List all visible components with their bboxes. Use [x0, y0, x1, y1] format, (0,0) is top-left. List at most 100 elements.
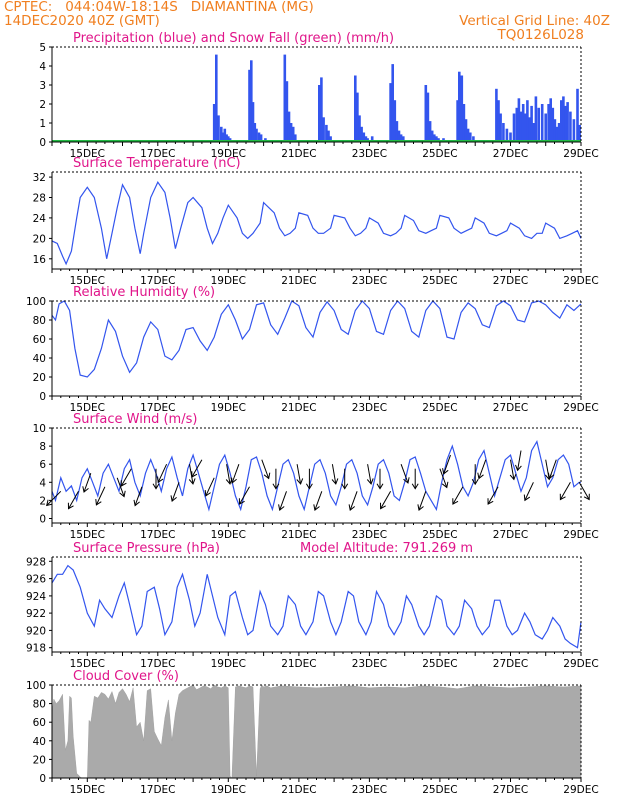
wind-y-tick-label: 8	[39, 441, 46, 453]
precip-bar	[424, 85, 428, 142]
precip-y-tick-label: 5	[39, 42, 46, 54]
precip-x-tick-label: 25DEC	[422, 148, 457, 160]
wind-arrow-head	[366, 478, 374, 485]
wind-arrow-shaft	[478, 459, 487, 479]
precip-bar	[515, 107, 519, 142]
precip-bar	[512, 113, 516, 142]
pressure-annotation: Model Altitude: 791.269 m	[300, 541, 473, 556]
precip-bar	[318, 85, 321, 142]
precip-bar	[395, 121, 399, 142]
precip-bar	[322, 117, 325, 142]
precip-bar	[458, 71, 461, 142]
precip-bar	[399, 134, 403, 142]
wind-arrow-head	[471, 478, 479, 486]
precip-bar	[562, 96, 565, 142]
cloud-x-tick-label: 25DEC	[422, 784, 457, 796]
precip-bar	[426, 92, 430, 142]
wind-arrow	[331, 464, 339, 485]
wind-arrow-head	[341, 483, 349, 490]
wind-arrow-head	[403, 477, 410, 484]
wind-x-tick-label: 23DEC	[352, 529, 387, 541]
precip-title: Precipitation (blue) and Snow Fall (gree…	[73, 31, 394, 46]
wind-arrow-head	[417, 504, 424, 512]
wind-y-tick-label: 6	[39, 459, 46, 471]
wind-arrow-head	[523, 494, 531, 502]
precip-bar	[248, 69, 251, 142]
wind-arrow-shaft	[367, 464, 372, 484]
header-date: 14DEC2020 40Z (GMT)	[4, 13, 160, 29]
pressure-series-line	[51, 564, 582, 649]
wind-arrow	[296, 464, 304, 485]
cloud-x-tick-label: 19DEC	[211, 784, 246, 796]
precip-bar	[497, 100, 500, 142]
temp-x-tick-label: 21DEC	[281, 275, 316, 287]
wind-arrow	[471, 464, 479, 486]
rh-x-tick-label: 21DEC	[281, 402, 316, 414]
precip-bar	[572, 119, 576, 142]
precip-bar	[578, 124, 581, 142]
precip-bar	[528, 117, 531, 142]
cloud-y-tick-label: 100	[26, 680, 46, 692]
rh-x-tick-label: 17DEC	[140, 402, 175, 414]
wind-arrow	[116, 477, 126, 498]
wind-arrow-head	[331, 478, 339, 485]
panel-temp: 16 20 24 28 32 15DEC 17DEC 19DEC 21DEC 23DEC 25DEC…	[33, 156, 599, 287]
wind-arrow	[547, 459, 557, 480]
rh-x-tick-label: 29DEC	[563, 402, 598, 414]
temp-x-tick-label: 19DEC	[211, 275, 246, 287]
precip-bar	[223, 128, 227, 142]
wind-arrow-head	[46, 499, 53, 507]
precip-bar	[517, 98, 521, 142]
precip-bar	[519, 111, 523, 142]
precip-bar	[325, 124, 328, 142]
precip-bar	[354, 75, 357, 142]
header-grid-note: Vertical Grid Line: 40Z	[459, 13, 610, 29]
wind-arrow-head	[442, 468, 449, 475]
wind-arrow	[313, 491, 323, 511]
wind-arrow-head	[515, 464, 522, 472]
precip-y-tick-label: 1	[39, 118, 46, 130]
wind-arrow	[120, 468, 132, 487]
cloud-y-tick-label: 0	[39, 773, 46, 785]
precip-bar	[397, 130, 401, 142]
rh-y-tick-label: 20	[33, 372, 46, 384]
wind-arrow	[46, 490, 62, 507]
precip-y-tick-label: 3	[39, 80, 46, 92]
wind-arrow-head	[278, 504, 285, 512]
wind-arrow-head	[509, 473, 517, 481]
wind-arrow-head	[95, 499, 102, 506]
wind-arrow-shaft	[331, 464, 337, 484]
precip-bar	[225, 134, 228, 142]
temp-x-tick-label: 23DEC	[352, 275, 387, 287]
wind-arrow-head	[583, 493, 590, 501]
wind-x-tick-label: 19DEC	[211, 529, 246, 541]
pressure-x-tick-label: 19DEC	[211, 658, 246, 670]
precip-bar	[389, 83, 392, 142]
cloud-x-tick-label: 21DEC	[281, 784, 316, 796]
panel-wind: 0 2 4 6 8 10 15DEC 17DEC 19DEC 21DEC 23DEC 25DEC 27D…	[33, 412, 599, 541]
wind-arrow-head	[313, 504, 320, 511]
wind-x-tick-label: 21DEC	[281, 529, 316, 541]
wind-y-tick-label: 2	[39, 495, 46, 507]
precip-bar	[534, 96, 538, 142]
precip-bar	[576, 88, 579, 142]
wind-arrow-shaft	[261, 459, 270, 479]
wind-arrow-shaft	[205, 477, 215, 497]
wind-y-tick-label: 0	[39, 514, 46, 526]
wind-arrow-shaft	[549, 459, 557, 479]
precip-x-tick-label: 15DEC	[70, 148, 105, 160]
precip-bar	[250, 60, 253, 142]
wind-arrow-head	[67, 502, 74, 510]
wind-arrow	[341, 468, 349, 490]
panel-rh: 0 20 40 60 80 100 15DEC 17DEC 19DEC 21DEC 23DEC 25D…	[26, 285, 599, 414]
rh-y-tick-label: 60	[33, 334, 46, 346]
wind-arrow-shaft	[171, 482, 180, 502]
precip-bar	[540, 104, 544, 142]
wind-arrow	[272, 468, 280, 490]
wind-arrow-head	[441, 481, 449, 489]
rh-x-tick-label: 15DEC	[70, 402, 105, 414]
precip-bar	[537, 107, 540, 142]
wind-arrow-shaft	[189, 464, 194, 484]
cloud-y-tick-label: 60	[33, 717, 46, 729]
temp-y-tick-label: 32	[33, 172, 46, 184]
